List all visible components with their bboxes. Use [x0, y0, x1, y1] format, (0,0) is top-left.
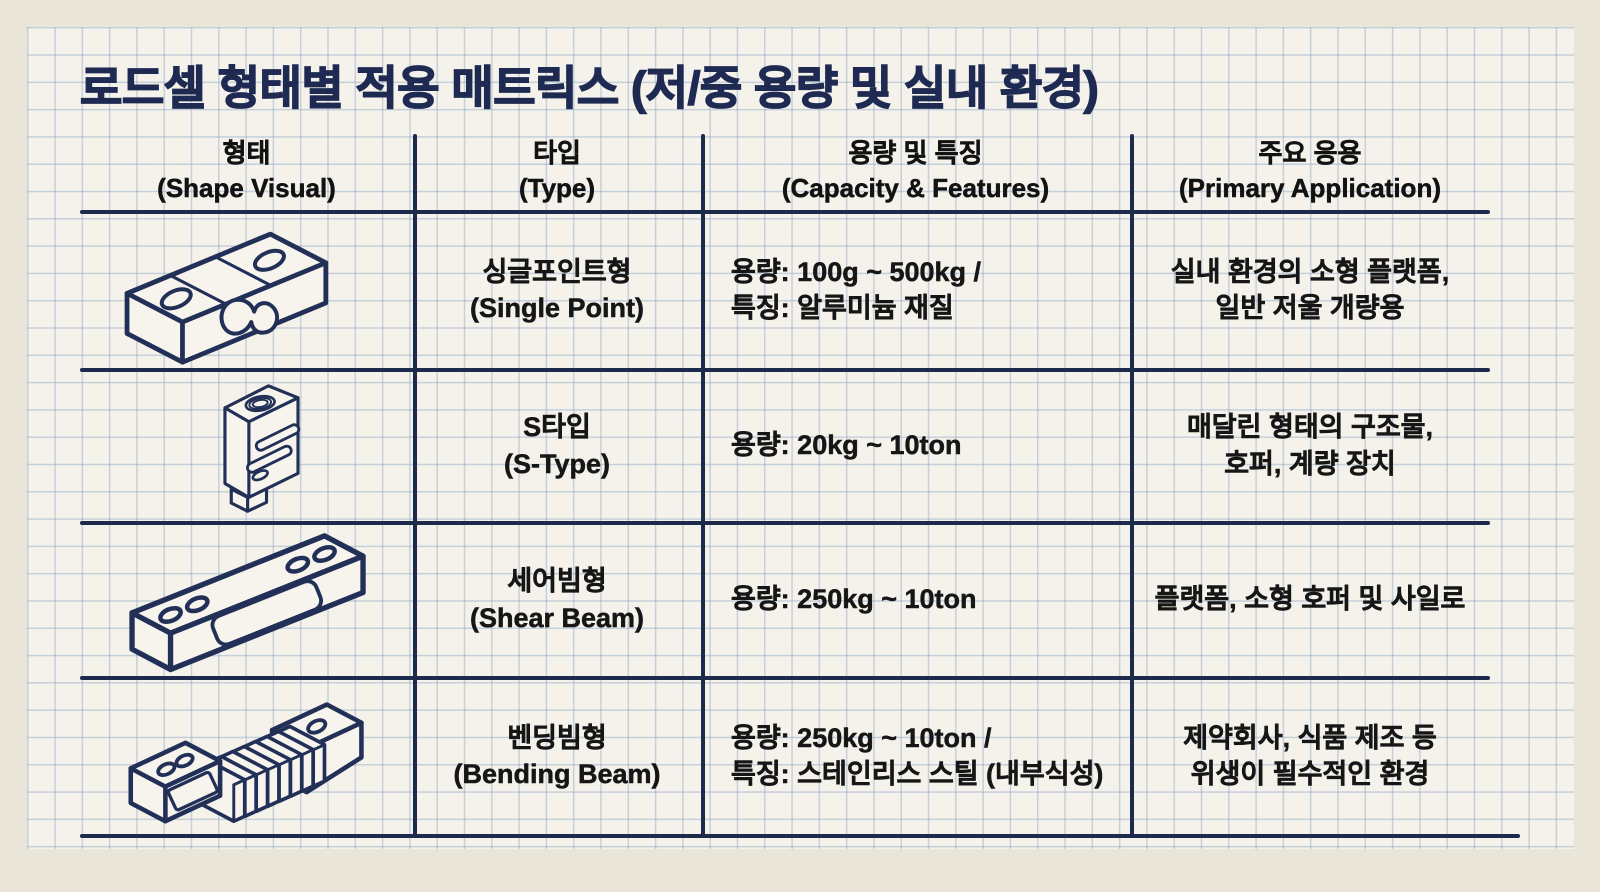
application-line: 실내 환경의 소형 플랫폼, — [1170, 256, 1450, 288]
cell-application-row3: 플랫폼, 소형 호퍼 및 사일로 — [1130, 523, 1490, 676]
application-line: 호퍼, 계량 장치 — [1224, 448, 1396, 479]
header-application-ko: 주요 응용 — [1258, 138, 1362, 169]
cell-shape-row4 — [80, 678, 413, 834]
table-bottom-border — [80, 834, 1520, 838]
application-line: 매달린 형태의 구조물, — [1186, 412, 1434, 443]
type-ko: 벤딩빔형 — [507, 722, 607, 754]
cell-capacity-row2: 용량: 20kg ~ 10ton — [701, 370, 1130, 521]
application-line: 제약회사, 식품 제조 등 — [1183, 722, 1437, 754]
capacity-line: 용량: 100g ~ 500kg / — [731, 256, 982, 288]
shear-beam-load-cell-illustration — [128, 532, 366, 672]
cell-application-row1: 실내 환경의 소형 플랫폼, 일반 저울 개량용 — [1130, 214, 1490, 366]
header-shape-en: (Shape Visual) — [157, 173, 336, 203]
header-capacity-en: (Capacity & Features) — [781, 173, 1050, 203]
header-cell-type: 타입 (Type) — [413, 134, 701, 208]
column-divider-3 — [1130, 134, 1134, 837]
header-cell-capacity: 용량 및 특징 (Capacity & Features) — [701, 134, 1130, 208]
header-underline — [80, 210, 1490, 214]
diagram-title: 로드셀 형태별 적용 매트릭스 (저/중 용량 및 실내 환경) — [79, 61, 1099, 114]
column-divider-1 — [413, 134, 417, 837]
cell-type-row2: S타입 (S-Type) — [413, 370, 701, 521]
application-line: 일반 저울 개량용 — [1215, 293, 1405, 324]
row-separator-3 — [80, 676, 1490, 680]
cell-type-row3: 세어빔형 (Shear Beam) — [413, 523, 701, 676]
capacity-line: 용량: 250kg ~ 10ton — [731, 584, 977, 615]
header-type-ko: 타입 — [533, 138, 581, 169]
s-type-load-cell-illustration — [222, 383, 300, 513]
cell-capacity-row3: 용량: 250kg ~ 10ton — [701, 523, 1130, 676]
application-line: 플랫폼, 소형 호퍼 및 사일로 — [1154, 584, 1466, 615]
cell-shape-row3 — [80, 523, 413, 676]
row-separator-2 — [80, 521, 1490, 525]
header-shape-ko: 형태 — [222, 138, 271, 169]
bending-beam-load-cell-illustration — [127, 701, 364, 824]
row-separator-1 — [80, 368, 1490, 372]
cell-type-row1: 싱글포인트형 (Single Point) — [413, 214, 701, 366]
bellows-section — [196, 724, 326, 823]
grid-paper — [27, 27, 1574, 849]
cell-type-row4: 벤딩빔형 (Bending Beam) — [413, 678, 701, 834]
capacity-line: 특징: 알루미늄 재질 — [731, 293, 954, 324]
cell-application-row2: 매달린 형태의 구조물, 호퍼, 계량 장치 — [1130, 370, 1490, 521]
cell-capacity-row1: 용량: 100g ~ 500kg / 특징: 알루미늄 재질 — [701, 214, 1130, 366]
type-ko: S타입 — [523, 412, 591, 443]
type-en: (Shear Beam) — [469, 602, 645, 633]
header-application-en: (Primary Application) — [1179, 173, 1441, 203]
type-en: (Bending Beam) — [453, 759, 661, 790]
header-cell-shape: 형태 (Shape Visual) — [80, 134, 413, 208]
cell-shape-row2 — [80, 370, 413, 521]
type-ko: 세어빔형 — [507, 566, 607, 597]
capacity-line: 특징: 스테인리스 스틸 (내부식성) — [731, 759, 1104, 790]
capacity-line: 용량: 250kg ~ 10ton / — [731, 722, 992, 754]
type-ko: 싱글포인트형 — [482, 256, 632, 288]
type-en: (S-Type) — [504, 448, 611, 479]
header-type-en: (Type) — [518, 173, 596, 203]
cell-application-row4: 제약회사, 식품 제조 등 위생이 필수적인 환경 — [1130, 678, 1490, 834]
single-point-load-cell-illustration — [124, 231, 329, 365]
cell-capacity-row4: 용량: 250kg ~ 10ton / 특징: 스테인리스 스틸 (내부식성) — [701, 678, 1130, 834]
cell-shape-row1 — [80, 214, 413, 366]
header-cell-application: 주요 응용 (Primary Application) — [1130, 134, 1490, 208]
capacity-line: 용량: 20kg ~ 10ton — [731, 430, 962, 461]
type-en: (Single Point) — [470, 293, 644, 324]
column-divider-2 — [701, 134, 705, 837]
application-line: 위생이 필수적인 환경 — [1190, 759, 1430, 790]
header-capacity-ko: 용량 및 특징 — [848, 138, 983, 169]
